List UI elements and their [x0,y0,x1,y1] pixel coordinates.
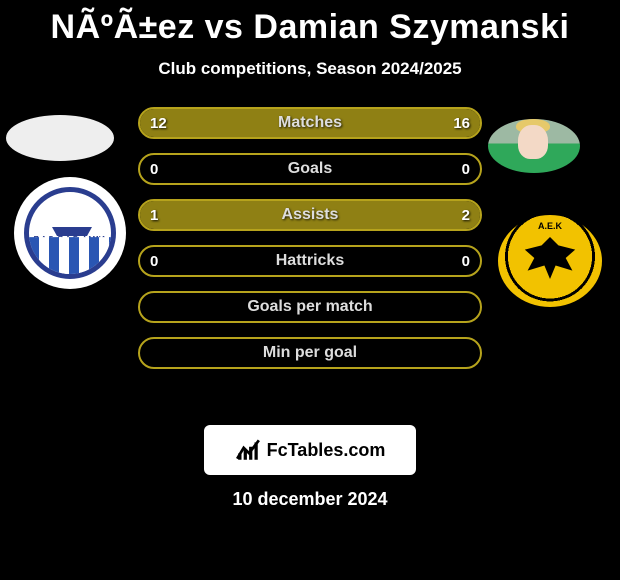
chart-icon [235,437,261,463]
comparison-arena: Π.Α.Σ. Π.Α.Ε. ΛΑΜΙΑ Α.Ε.Κ Matches1216Goa… [0,107,620,407]
site-name: FcTables.com [267,440,386,461]
stat-label: Goals [140,155,480,183]
player-right-avatar [488,119,580,173]
stat-bars: Matches1216Goals00Assists12Hattricks00Go… [138,107,482,383]
stat-row-goals: Goals0 0 [138,153,482,185]
stat-label: Min per goal [140,339,480,367]
stat-row-goals-per-match: Goals per match [138,291,482,323]
stat-label: Matches [140,109,480,137]
stat-value-left: 0 [140,247,168,275]
stat-label: Goals per match [140,293,480,321]
stat-value-right: 0 [452,155,480,183]
stat-row-assists: Assists1 2 [138,199,482,231]
footer-date: 10 december 2024 [0,489,620,510]
club-badge-right: Α.Ε.Κ [498,215,602,307]
stat-value-right: 2 [452,201,480,229]
stat-row-min-per-goal: Min per goal [138,337,482,369]
subtitle: Club competitions, Season 2024/2025 [0,59,620,79]
page-title: NÃºÃ±ez vs Damian Szymanski [0,0,620,47]
stat-value-right: 0 [452,247,480,275]
player-left-avatar [6,115,114,161]
stat-row-hattricks: Hattricks0 0 [138,245,482,277]
site-badge: FcTables.com [204,425,416,475]
stat-row-matches: Matches12 16 [138,107,482,139]
stat-value-left: 1 [140,201,168,229]
club-badge-left: Π.Α.Σ. Π.Α.Ε. ΛΑΜΙΑ [14,177,126,289]
stat-value-left: 12 [140,109,177,137]
stat-label: Assists [140,201,480,229]
stat-value-right: 16 [443,109,480,137]
club-right-text: Α.Ε.Κ [498,221,602,231]
stat-label: Hattricks [140,247,480,275]
stat-value-left: 0 [140,155,168,183]
